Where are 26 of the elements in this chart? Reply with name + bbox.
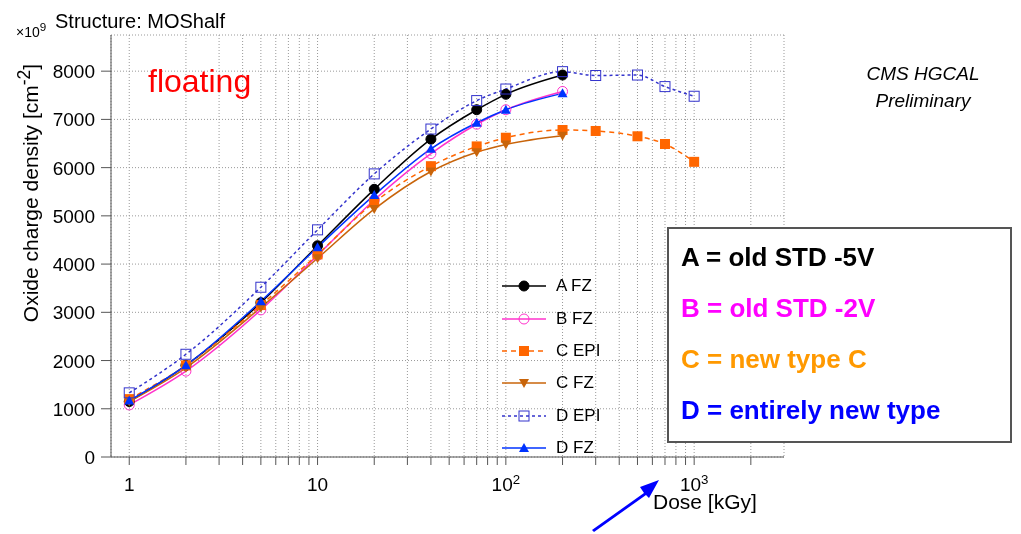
x-tick-label: 1: [123, 474, 135, 495]
y-tick-label: 4000: [52, 254, 95, 276]
legend-label: C EPI: [556, 340, 601, 360]
legend-label: C FZ: [556, 373, 594, 393]
y-tick-label: 0: [84, 447, 95, 468]
text: CMS HGCAL Preliminary: [866, 63, 980, 111]
annotation: D = entirely new type: [681, 395, 941, 425]
annotation: C = new type C: [681, 344, 867, 374]
annotation: floating: [148, 63, 252, 99]
legend-label: B FZ: [556, 308, 593, 328]
y-tick-label: 7000: [52, 109, 95, 131]
y-tick-label: 3000: [52, 302, 95, 324]
annotation: A = old STD -5V: [681, 242, 875, 272]
annotation: B = old STD -2V: [681, 293, 876, 323]
chart-title: Structure: MOShalf: [55, 10, 226, 32]
legend-label: D FZ: [556, 438, 594, 458]
y-tick-label: 8000: [52, 61, 95, 83]
y-tick-label: 1000: [52, 398, 95, 420]
x-tick-label: 10$^{2}$: [491, 471, 521, 495]
text: ×10$^{9}$: [16, 20, 47, 40]
x-tick-label: 10: [306, 474, 329, 495]
y-tick-label: 2000: [52, 350, 95, 372]
legend-label: A FZ: [556, 276, 592, 296]
y-tick-label: 6000: [52, 157, 95, 179]
legend-label: D EPI: [556, 405, 601, 425]
y-tick-label: 5000: [52, 205, 95, 227]
